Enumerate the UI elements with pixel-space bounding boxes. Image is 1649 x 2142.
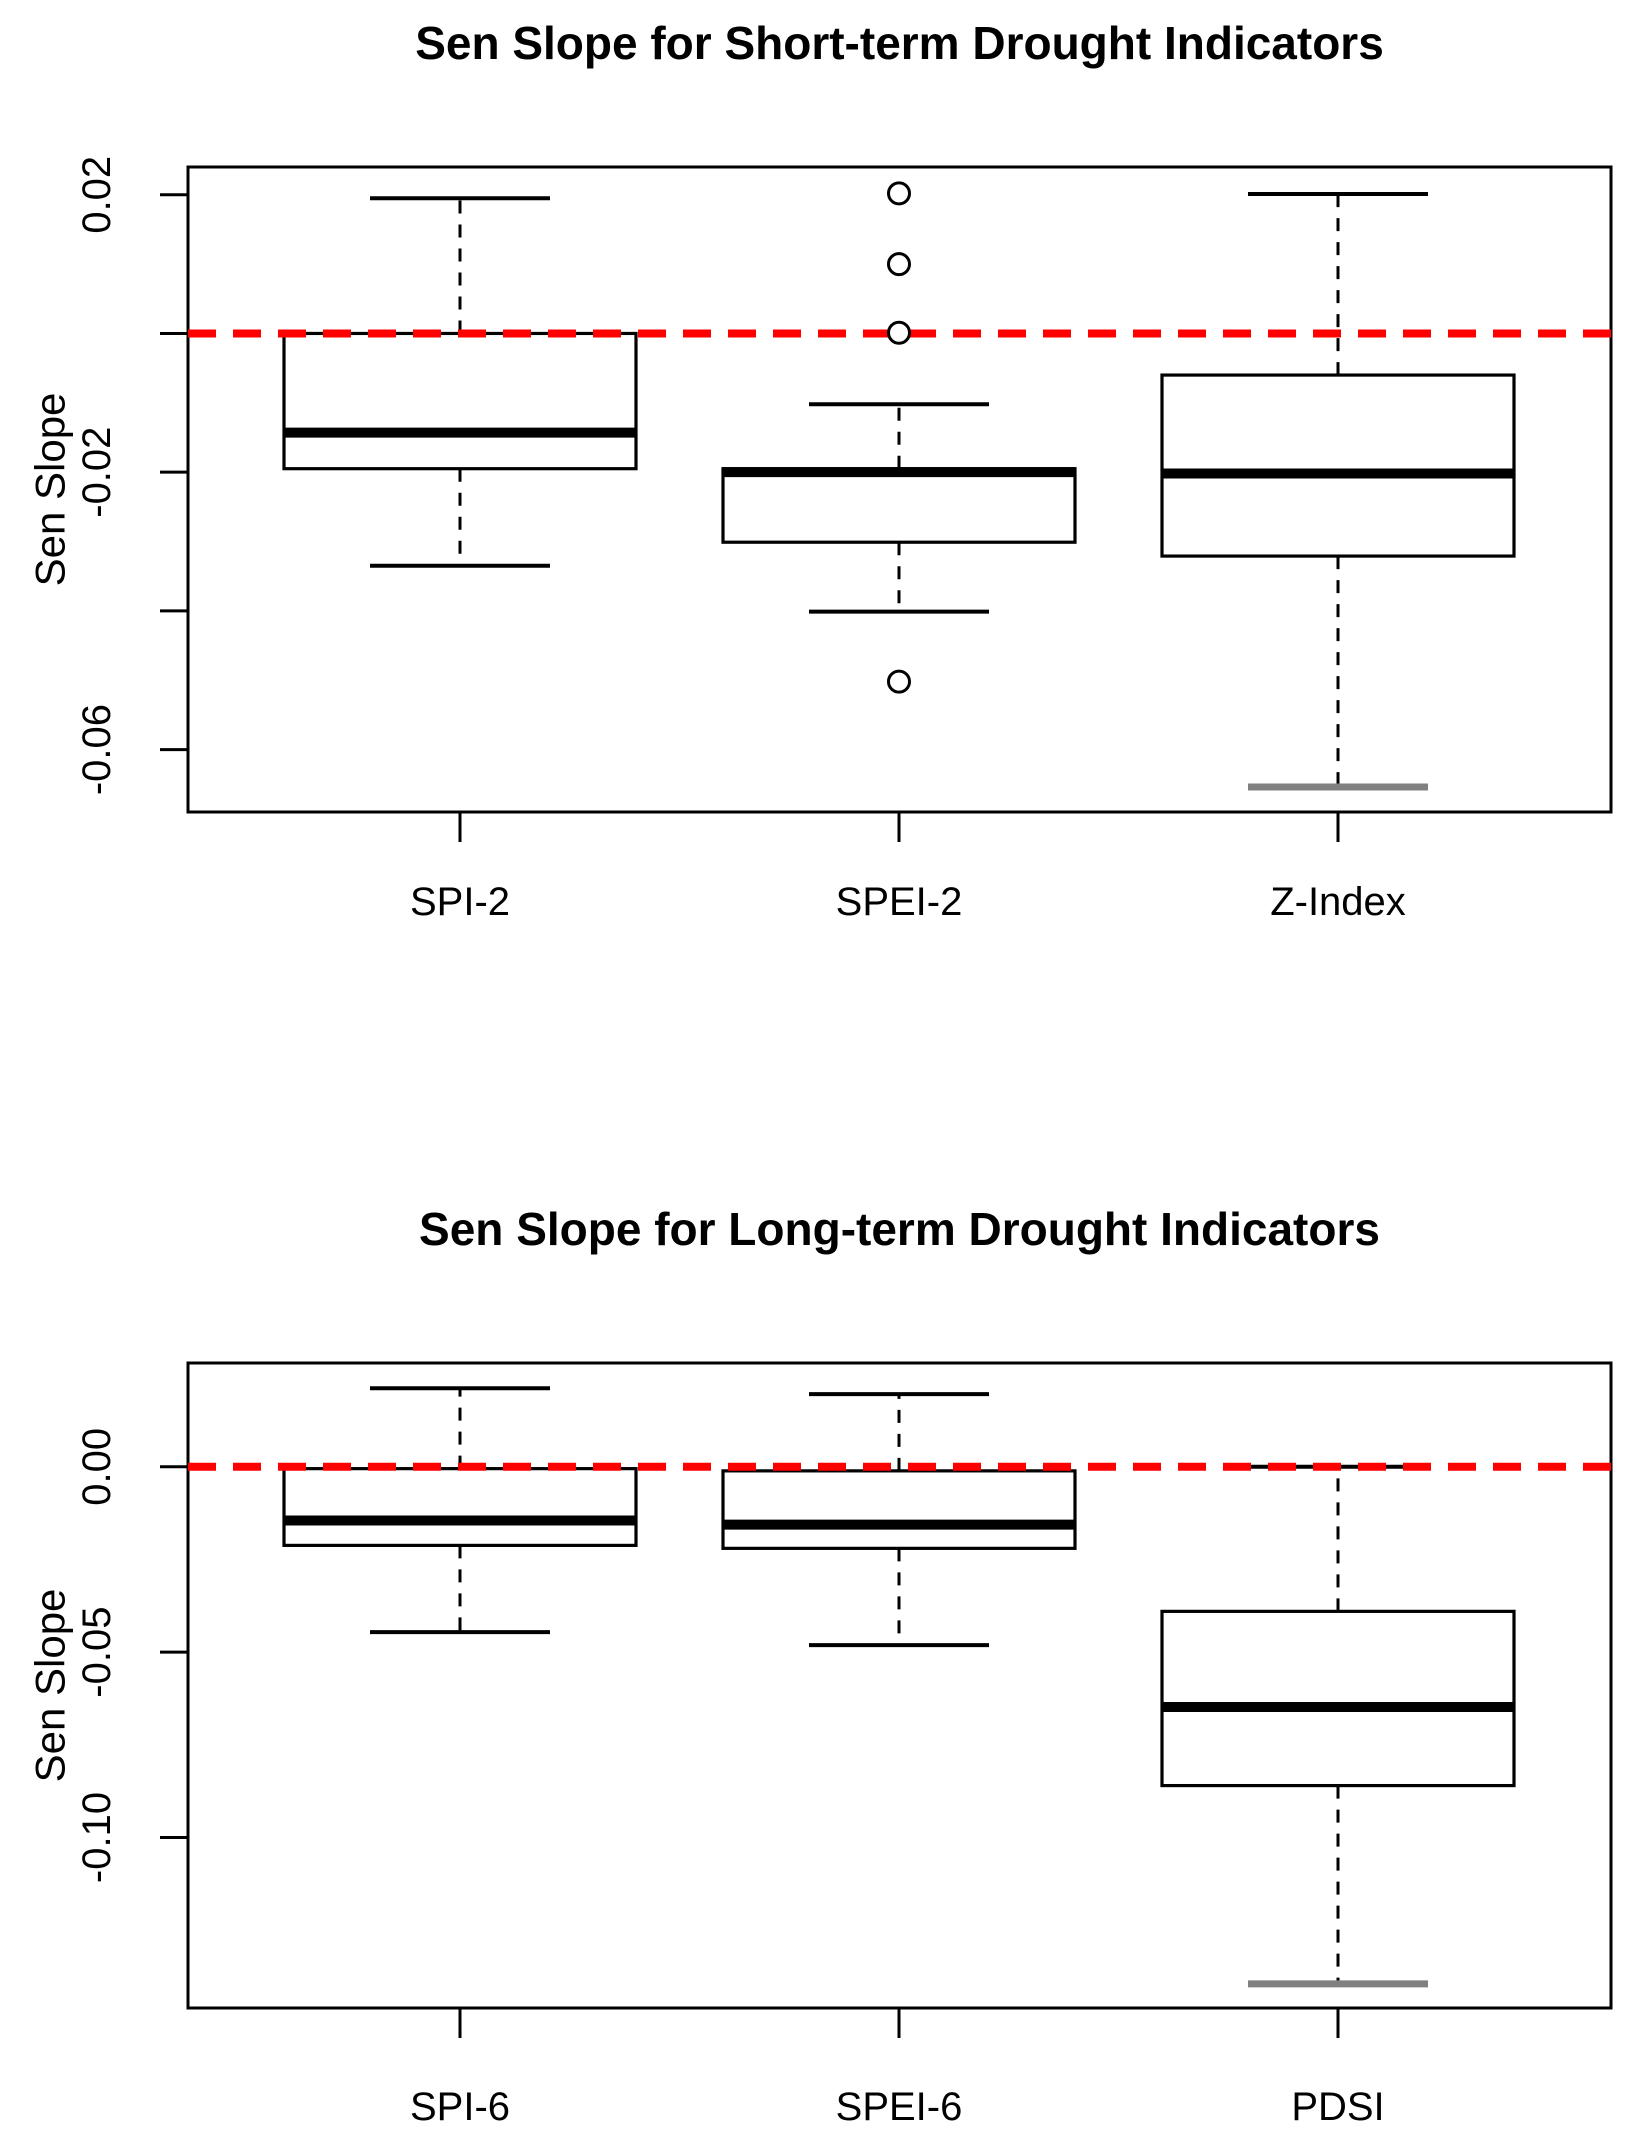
y-tick-label: 0.00	[75, 1428, 119, 1506]
x-category-label: Z-Index	[1270, 880, 1406, 924]
outlier-point	[887, 181, 911, 206]
y-axis-label: Sen Slope	[27, 1589, 74, 1783]
y-tick-label: -0.10	[75, 1792, 119, 1883]
outlier-point	[887, 320, 911, 345]
chart-title-long-term: Sen Slope for Long-term Drought Indicato…	[419, 1203, 1380, 1255]
x-category-label: SPEI-6	[836, 2085, 963, 2129]
y-axis-label: Sen Slope	[27, 393, 74, 587]
iqr-box	[1160, 1609, 1516, 1788]
outlier-point	[887, 252, 911, 277]
x-category-label: SPI-6	[410, 2085, 510, 2129]
x-category-label: SPEI-2	[836, 880, 963, 924]
y-tick-label: -0.05	[75, 1607, 119, 1698]
y-tick-label: -0.06	[75, 704, 119, 795]
y-tick-label: 0.02	[75, 156, 119, 234]
x-category-label: PDSI	[1291, 2085, 1384, 2129]
chart-title-short-term: Sen Slope for Short-term Drought Indicat…	[415, 17, 1384, 69]
y-tick-label: -0.02	[75, 427, 119, 518]
iqr-box	[721, 1469, 1077, 1550]
iqr-box	[721, 467, 1077, 544]
outlier-point	[887, 669, 911, 694]
iqr-box	[282, 331, 638, 471]
x-category-label: SPI-2	[410, 880, 510, 924]
iqr-box	[282, 1467, 638, 1547]
iqr-box	[1160, 373, 1516, 558]
